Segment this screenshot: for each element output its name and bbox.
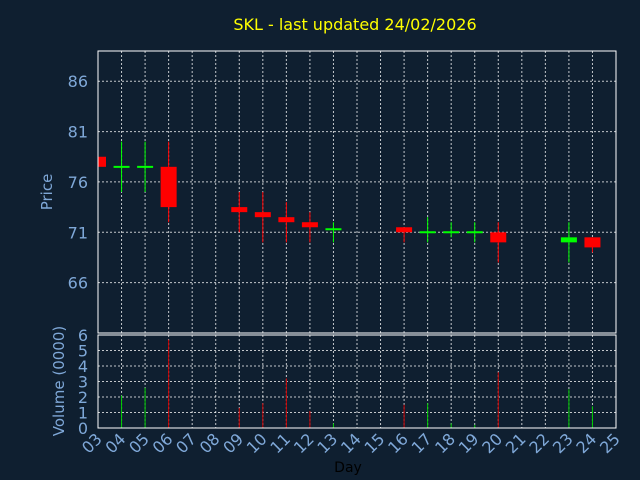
candle-body: [160, 166, 177, 208]
volume-bars: [121, 339, 593, 428]
volume-axis-label: Volume (0000): [50, 326, 68, 436]
candle-body: [560, 237, 577, 243]
candle-body: [584, 237, 601, 248]
price-y-tick-label: 71: [68, 223, 88, 242]
price-y-tick-labels: 66 71 76 81 86: [68, 72, 88, 292]
candle-body: [278, 217, 295, 223]
candle-body: [231, 207, 248, 213]
candle-body: [396, 227, 413, 233]
price-y-tick-label: 76: [68, 173, 88, 192]
price-candles: [97, 141, 601, 263]
candle-body: [98, 156, 106, 167]
x-tick-labels: 0304050607080910111213141516171819202122…: [78, 429, 624, 457]
price-y-tick-label: 81: [68, 123, 88, 142]
volume-y-tick-label: 4: [78, 357, 88, 376]
price-y-tick-label: 86: [68, 72, 88, 91]
volume-y-tick-label: 0: [78, 419, 88, 438]
volume-y-tick-label: 6: [78, 326, 88, 345]
price-plot-frame: [97, 50, 617, 334]
price-y-tick-label: 66: [68, 274, 88, 293]
volume-y-tick-label: 2: [78, 388, 88, 407]
candle-body: [301, 222, 318, 228]
price-axis-label: Price: [38, 174, 56, 211]
volume-y-tick-label: 5: [78, 342, 88, 361]
volume-y-tick-label: 1: [78, 404, 88, 423]
candle-body: [490, 232, 507, 243]
x-axis-label: Day: [334, 460, 362, 476]
volume-plot-frame: [97, 334, 617, 429]
chart-title: SKL - last updated 24/02/2026: [233, 15, 476, 34]
volume-y-tick-label: 3: [78, 373, 88, 392]
candle-body: [254, 212, 271, 218]
